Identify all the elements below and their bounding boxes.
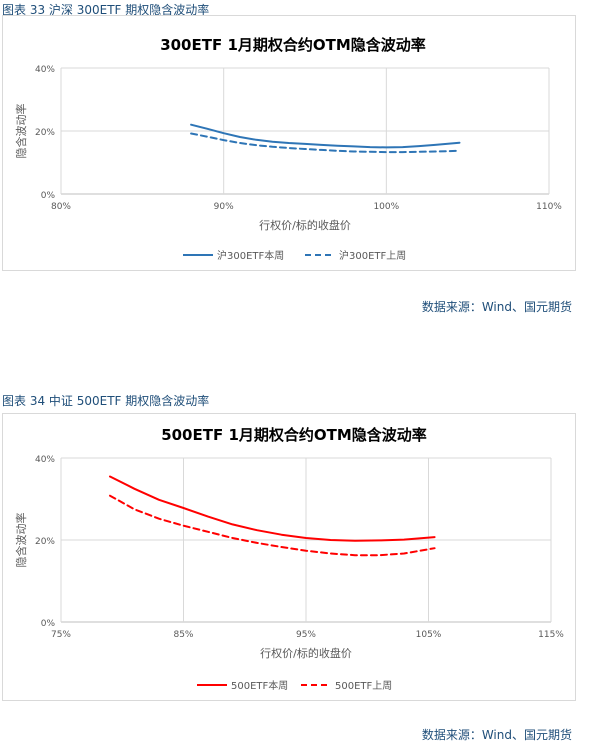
chart-title: 500ETF 1月期权合约OTM隐含波动率	[161, 426, 427, 444]
data-source-1: 数据来源：Wind、国元期货	[421, 300, 572, 314]
y-axis-label: 隐含波动率	[14, 513, 28, 568]
x-tick-label: 85%	[173, 630, 193, 640]
x-axis-label: 行权价/标的收盘价	[260, 646, 352, 660]
y-tick-label: 40%	[35, 65, 55, 75]
chart-500etf: 500ETF 1月期权合约OTM隐含波动率 0% 20% 40% 75% 85% 95% 10…	[14, 426, 564, 692]
x-axis-label: 行权价/标的收盘价	[259, 218, 351, 232]
x-tick-label: 75%	[51, 630, 71, 640]
figure-caption-1: 图表 33 沪深 300ETF 期权隐含波动率	[2, 3, 210, 17]
figure-caption-2: 图表 34 中证 500ETF 期权隐含波动率	[2, 394, 210, 408]
chart-panel-2: 500ETF 1月期权合约OTM隐含波动率 0% 20% 40% 75% 85% 95% 10…	[2, 413, 576, 701]
legend-label-2: 500ETF上周	[335, 680, 392, 692]
y-tick-label: 20%	[35, 128, 55, 138]
x-tick-label: 90%	[214, 202, 234, 212]
legend-label-2: 沪300ETF上周	[339, 249, 406, 262]
x-tick-label: 80%	[51, 202, 71, 212]
series-line-2	[190, 132, 461, 154]
y-tick-label: 0%	[41, 619, 56, 629]
legend-label-1: 沪300ETF本周	[217, 249, 284, 262]
x-tick-label: 110%	[536, 202, 562, 212]
x-tick-label: 115%	[538, 630, 564, 640]
y-axis-label: 隐含波动率	[14, 104, 28, 159]
y-tick-label: 40%	[35, 455, 55, 465]
chart-300etf: 300ETF 1月期权合约OTM隐含波动率 0% 20% 40% 80% 90% 100% 1…	[14, 36, 562, 262]
series-line-1	[109, 475, 436, 542]
y-tick-label: 0%	[41, 191, 56, 201]
series-line-2	[109, 494, 436, 557]
chart-panel-1: 300ETF 1月期权合约OTM隐含波动率 0% 20% 40% 80% 90% 100% 1…	[2, 15, 576, 271]
data-source-2: 数据来源：Wind、国元期货	[421, 728, 572, 742]
legend-label-1: 500ETF本周	[231, 679, 288, 692]
x-tick-label: 100%	[373, 202, 399, 212]
y-tick-label: 20%	[35, 537, 55, 547]
x-tick-label: 105%	[416, 630, 442, 640]
x-tick-label: 95%	[296, 630, 316, 640]
chart-title: 300ETF 1月期权合约OTM隐含波动率	[160, 36, 426, 54]
series-line-1	[190, 123, 461, 149]
